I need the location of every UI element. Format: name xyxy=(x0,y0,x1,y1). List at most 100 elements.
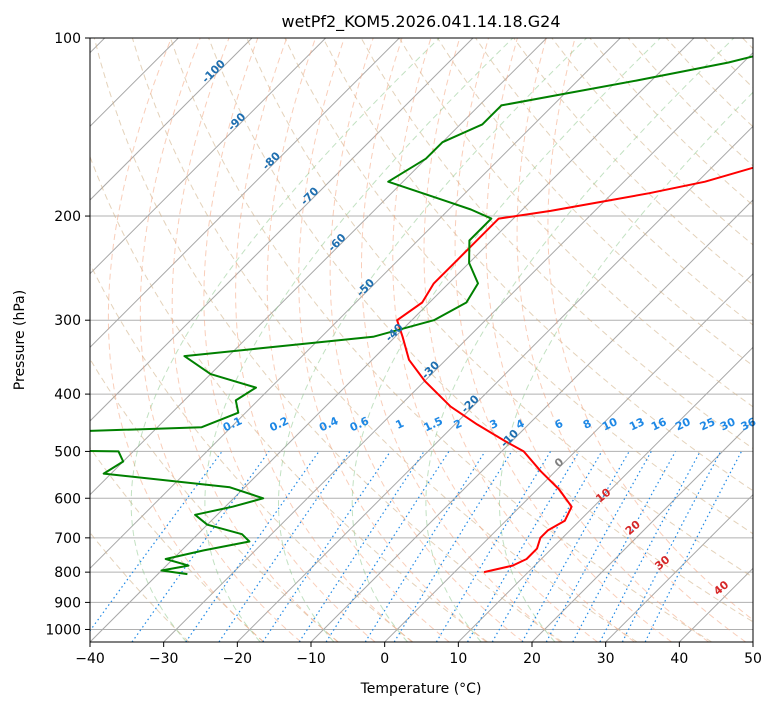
x-tick-label: 40 xyxy=(670,651,688,667)
mixing-ratio-label: 6 xyxy=(553,417,566,432)
isotherm-label: -20 xyxy=(459,392,482,415)
moist-adiabat-line xyxy=(361,38,561,642)
moist-adiabat-line xyxy=(107,38,265,642)
moist-adiabat-line xyxy=(329,38,524,642)
dry-adiabat-line xyxy=(90,446,264,642)
moist-adiabat-line xyxy=(203,38,376,642)
isotherm-line xyxy=(90,38,327,275)
mixing-ratio-line xyxy=(262,451,391,642)
moist-adiabats xyxy=(107,38,753,642)
moist-adiabat-line xyxy=(139,38,302,642)
dry-adiabat-line xyxy=(131,38,638,642)
isotherm-label: -70 xyxy=(298,184,321,207)
x-axis-ticks: −40 −30 −20 −10 0 10 20 30 40 50 xyxy=(75,642,762,667)
dry-adiabat-line xyxy=(93,38,563,642)
x-tick-label: −30 xyxy=(149,651,179,667)
mixing-ratio-line xyxy=(545,451,652,642)
isotherm-line xyxy=(678,567,753,642)
isotherm-line xyxy=(90,38,621,570)
y-axis-ticks: 100 200 300 400 500 600 700 800 900 1000 xyxy=(45,31,90,638)
isotherm-line xyxy=(90,38,548,496)
isotherm-line xyxy=(605,493,753,642)
wetbulb-curve xyxy=(351,38,661,642)
y-tick-label: 1000 xyxy=(45,622,81,638)
wetbulb-curve xyxy=(499,91,753,642)
x-tick-label: 0 xyxy=(380,651,389,667)
isotherm-line xyxy=(90,38,474,422)
mixing-ratio-label: 36 xyxy=(739,415,759,433)
wetbulb-label: 20 xyxy=(623,518,643,538)
mixing-ratio-line xyxy=(218,451,351,642)
profile-series xyxy=(90,55,753,576)
wetbulb-curve xyxy=(425,38,735,642)
y-tick-label: 600 xyxy=(54,491,81,507)
mixing-ratio-line xyxy=(572,451,677,642)
x-tick-label: −10 xyxy=(296,651,326,667)
mixing-ratio-label: 8 xyxy=(581,417,593,432)
moist-adiabat-line xyxy=(266,38,450,642)
y-tick-label: 400 xyxy=(54,387,81,403)
temperature-line xyxy=(396,166,753,574)
y-tick-label: 100 xyxy=(54,31,81,47)
mixing-ratio-line xyxy=(644,451,743,642)
isotherm-line xyxy=(90,38,253,201)
mixing-ratio-line xyxy=(325,451,450,642)
x-tick-label: 50 xyxy=(744,651,762,667)
wetbulb-curve xyxy=(130,38,440,642)
mixing-ratio-label: 30 xyxy=(718,415,738,433)
wetbulb-curve xyxy=(204,38,514,642)
y-tick-label: 300 xyxy=(54,313,81,329)
mixing-ratio-lines xyxy=(90,451,743,642)
dry-adiabat-line xyxy=(322,38,753,492)
dry-adiabat-line xyxy=(436,38,753,367)
mixing-ratio-label: 0.4 xyxy=(317,414,340,434)
moist-adiabat-line xyxy=(298,38,487,642)
isotherm-line xyxy=(384,272,753,642)
dry-adiabat-line xyxy=(703,38,753,89)
y-tick-label: 700 xyxy=(54,531,81,547)
dry-adiabat-line xyxy=(90,262,414,642)
wetbulb-curve xyxy=(278,38,587,642)
isotherm-line xyxy=(531,420,753,642)
mixing-ratio-line xyxy=(435,451,552,642)
mixing-ratio-label: 2 xyxy=(452,417,464,432)
plot-frame xyxy=(89,37,754,643)
isotherm-label: -80 xyxy=(260,149,283,172)
dry-adiabat-line xyxy=(90,531,190,642)
isotherm-label: -100 xyxy=(199,57,228,86)
moist-adiabat-line xyxy=(547,38,753,621)
y-tick-label: 200 xyxy=(54,209,81,225)
y-axis-title: Pressure (hPa) xyxy=(12,290,28,390)
x-tick-label: 10 xyxy=(449,651,467,667)
mixing-ratio-line xyxy=(90,451,223,632)
y-tick-label: 800 xyxy=(54,565,81,581)
x-tick-label: 30 xyxy=(597,651,615,667)
isotherm-line xyxy=(236,125,753,642)
mixing-ratio-line xyxy=(466,451,580,642)
isotherm-label: -90 xyxy=(225,110,248,133)
dry-adiabat-line xyxy=(665,38,753,128)
y-tick-label: 900 xyxy=(54,595,81,611)
dry-adiabat-line xyxy=(284,38,753,535)
mixing-ratio-line xyxy=(131,451,270,642)
moist-adiabat-line xyxy=(516,38,746,642)
dry-adiabat-line xyxy=(551,38,753,246)
dry-adiabat-line xyxy=(475,38,753,326)
mixing-ratio-label: 16 xyxy=(649,415,669,433)
moist-adiabat-line xyxy=(392,38,598,642)
mixing-ratio-label: 1 xyxy=(394,417,406,432)
dry-adiabat-line xyxy=(742,38,753,50)
isotherm-line xyxy=(163,51,753,642)
isotherm-line xyxy=(90,38,695,642)
moist-adiabat-line xyxy=(171,38,339,642)
moist-adiabat-line xyxy=(423,38,635,642)
dry-adiabat-line xyxy=(589,38,753,206)
mixing-ratio-line xyxy=(298,451,425,642)
wetbulb-label: 10 xyxy=(593,485,613,505)
wetbulb-label: 40 xyxy=(711,578,731,598)
isotherm-line xyxy=(457,346,753,642)
isotherm-label: -60 xyxy=(325,231,348,254)
mixing-ratio-label: 3 xyxy=(488,417,500,432)
isotherm-label: -50 xyxy=(354,276,377,299)
